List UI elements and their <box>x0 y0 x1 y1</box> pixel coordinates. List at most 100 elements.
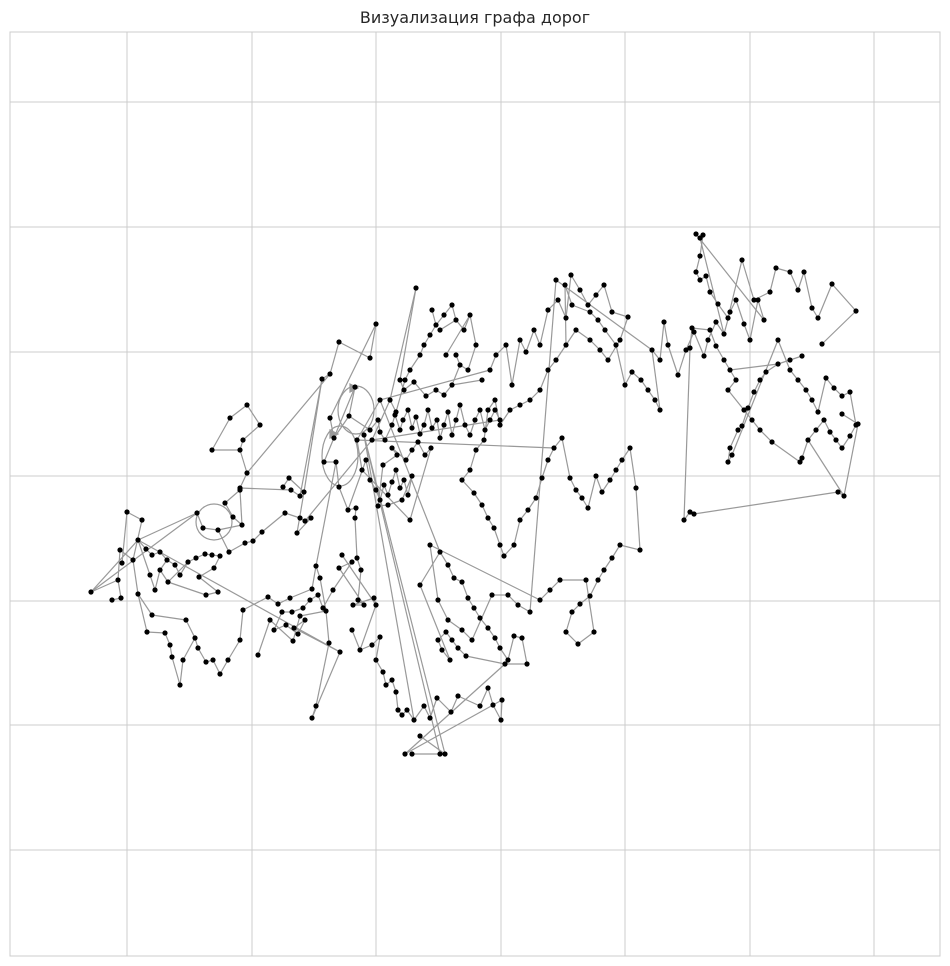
road-edge <box>242 596 269 611</box>
road-node <box>775 361 781 367</box>
road-node <box>490 702 496 708</box>
road-node <box>727 445 733 451</box>
road-node <box>407 367 413 373</box>
road-node <box>569 302 575 308</box>
road-edge <box>436 419 441 439</box>
road-edge <box>450 695 459 713</box>
road-edge <box>741 259 755 301</box>
road-node <box>449 637 455 643</box>
road-node <box>498 717 504 723</box>
road-edge <box>269 619 294 642</box>
road-node <box>622 382 628 388</box>
road-node <box>633 485 639 491</box>
road-node <box>801 269 807 275</box>
road-node <box>527 609 533 615</box>
road-node <box>319 376 325 382</box>
road-node <box>467 432 473 438</box>
road-edge <box>395 691 399 711</box>
road-node <box>381 482 387 488</box>
road-node <box>602 327 608 333</box>
road-node <box>297 493 303 499</box>
road-edge <box>709 329 717 347</box>
road-node <box>459 579 465 585</box>
road-node <box>665 342 671 348</box>
road-node <box>625 314 631 320</box>
road-node <box>331 435 337 441</box>
road-edge <box>217 524 243 531</box>
road-node <box>757 377 763 383</box>
road-node <box>681 517 687 523</box>
road-node <box>533 495 539 501</box>
road-node <box>393 689 399 695</box>
road-node <box>383 682 389 688</box>
road-node <box>492 635 498 641</box>
road-node <box>447 657 453 663</box>
road-node <box>525 507 531 513</box>
road-edge <box>493 527 501 546</box>
road-node <box>691 329 697 335</box>
road-node <box>473 447 479 453</box>
road-node <box>147 572 153 578</box>
road-node <box>183 617 189 623</box>
road-edge <box>615 344 626 386</box>
road-node <box>609 555 615 561</box>
road-edge <box>395 469 401 489</box>
road-node <box>749 417 755 423</box>
road-node <box>139 517 145 523</box>
chart-title: Визуализация графа дорог <box>359 8 591 27</box>
road-node <box>265 594 271 600</box>
road-edge <box>457 695 481 707</box>
road-node <box>751 297 757 303</box>
road-edge <box>429 544 439 601</box>
road-node <box>401 477 407 483</box>
road-node <box>787 357 793 363</box>
road-node <box>375 417 381 423</box>
road-edge <box>575 329 591 341</box>
road-node <box>467 467 473 473</box>
road-node <box>377 397 383 403</box>
road-node <box>413 285 419 291</box>
road-node <box>537 387 543 393</box>
road-edge <box>315 461 337 567</box>
road-node <box>703 273 709 279</box>
grid <box>9 31 941 957</box>
road-node <box>437 549 443 555</box>
road-node <box>585 302 591 308</box>
road-node <box>283 622 289 628</box>
road-node <box>609 309 615 315</box>
road-edge <box>369 323 377 359</box>
road-edge <box>404 663 506 755</box>
road-node <box>435 597 441 603</box>
road-node <box>595 577 601 583</box>
road-node <box>361 432 367 438</box>
road-node <box>725 315 731 321</box>
road-edge <box>607 339 621 361</box>
road-node <box>301 489 307 495</box>
road-node <box>445 409 451 415</box>
road-edge <box>831 283 857 312</box>
road-node <box>192 635 198 641</box>
road-edge <box>525 329 535 353</box>
road-edge <box>413 705 425 721</box>
road-edge <box>849 391 857 426</box>
road-node <box>435 637 441 643</box>
road-node <box>831 385 837 391</box>
road-node <box>167 642 173 648</box>
road-node <box>302 617 308 623</box>
road-node <box>369 437 375 443</box>
road-node <box>349 627 355 633</box>
road-edge <box>749 299 759 341</box>
road-node <box>481 437 487 443</box>
road-edge <box>356 399 381 441</box>
road-node <box>177 572 183 578</box>
road-node <box>487 367 493 373</box>
road-node <box>441 312 447 318</box>
plot-frame <box>9 31 941 957</box>
road-node <box>527 397 533 403</box>
road-edge <box>436 697 452 713</box>
road-node <box>421 342 427 348</box>
loop-edges <box>195 383 375 541</box>
road-edge <box>348 386 356 417</box>
road-edge <box>322 589 334 609</box>
road-node <box>757 427 763 433</box>
